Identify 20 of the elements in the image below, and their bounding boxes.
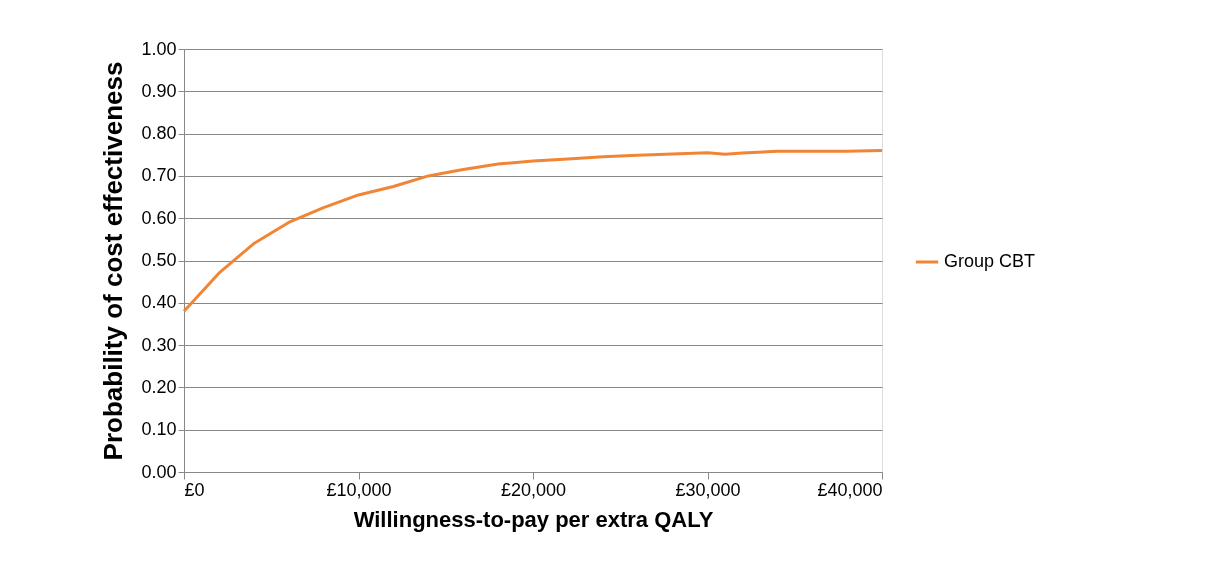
y-tick-label: 0.70 [141,165,177,186]
y-tick-label: 0.40 [141,292,177,313]
x-axis-title: Willingness-to-pay per extra QALY [353,506,714,532]
y-tick-label: 0.00 [141,461,177,482]
x-tick-label: £40,000 [817,479,883,500]
x-tick-label: £0 [184,479,205,500]
y-axis-title: Probability of cost effectiveness [98,61,129,461]
line-series [182,149,884,313]
y-tick-label: 0.10 [141,419,177,440]
y-tick-label: 0.60 [141,207,177,228]
y-tick-label: 0.20 [141,376,177,397]
y-tick-label: 1.00 [141,38,177,59]
y-tick-label: 0.50 [141,250,177,270]
y-tick-label: 0.90 [141,80,177,101]
x-tick-label: £10,000 [326,479,392,500]
y-tick-label: 0.80 [141,123,177,144]
x-tick-label: £20,000 [500,479,567,500]
y-tick-label: 0.30 [141,334,177,355]
legend-label: Group CBT [944,251,1036,271]
x-tick-label: £30,000 [675,479,741,500]
